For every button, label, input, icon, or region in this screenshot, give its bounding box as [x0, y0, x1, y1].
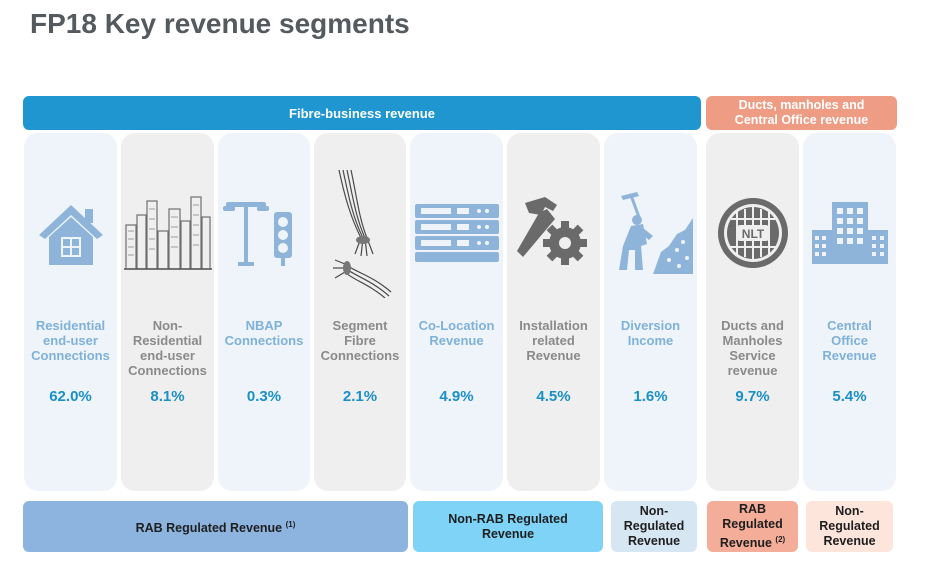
segment-share-value: 8.1%: [150, 388, 185, 405]
segment-label: Residential end-user Connections: [31, 318, 110, 363]
segment-share-value: 5.4%: [832, 388, 867, 405]
digging-worker-icon: [604, 153, 697, 313]
segment-column-central-office: Central Office Revenue 5.4%: [803, 133, 896, 491]
segment-label: Diversion Income: [620, 318, 681, 348]
segment-share-value: 0.3%: [246, 388, 282, 405]
rab-regulated-revenue-box-ducts: RAB Regulated Revenue (2): [707, 501, 798, 552]
non-regulated-revenue-box: Non- Regulated Revenue: [611, 501, 697, 552]
fibre-business-banner: Fibre-business revenue: [23, 96, 701, 130]
hammer-gear-icon: [507, 153, 600, 313]
segment-share-value: 4.9%: [439, 388, 474, 405]
server-rack-icon: [410, 153, 503, 313]
house-icon: [24, 153, 117, 313]
segment-column-ducts-manholes: NLT Ducts and Manholes Service revenue 9.7%: [706, 133, 799, 491]
segment-share-value: 4.5%: [536, 388, 571, 405]
page-title: FP18 Key revenue segments: [30, 8, 410, 39]
segment-column-installation: Installation related Revenue 4.5%: [507, 133, 600, 491]
fibre-business-banner-label: Fibre-business revenue: [289, 105, 435, 121]
segment-label: Non- Residential end-user Connections: [128, 318, 207, 378]
city-skyline-icon: [121, 153, 214, 313]
ducts-central-office-banner: Ducts, manholes and Central Office reven…: [706, 96, 897, 130]
segment-column-nbap: NBAP Connections 0.3%: [218, 133, 310, 491]
segment-label: Ducts and Manholes Service revenue: [721, 318, 784, 378]
segment-label: Segment Fibre Connections: [320, 318, 400, 363]
non-rab-regulated-revenue-box: Non-RAB Regulated Revenue: [413, 501, 603, 552]
non-regulated-revenue-box-central-office: Non- Regulated Revenue: [806, 501, 893, 552]
segment-column-non-residential: Non- Residential end-user Connections 8.1%: [121, 133, 214, 491]
segment-label: Central Office Revenue: [822, 318, 877, 363]
ducts-banner-line2: Central Office revenue: [734, 113, 869, 127]
manhole-cover-icon: NLT: [706, 153, 799, 313]
segment-label: Co-Location Revenue: [418, 318, 495, 348]
segment-label: NBAP Connections: [224, 318, 304, 348]
segment-column-diversion: Diversion Income 1.6%: [604, 133, 697, 491]
streetlight-traffic-light-icon: [218, 153, 310, 313]
ducts-banner-line1: Ducts, manholes and: [738, 98, 865, 112]
segment-share-value: 1.6%: [633, 388, 668, 405]
segment-share-value: 62.0%: [49, 388, 92, 405]
segment-share-value: 2.1%: [342, 388, 378, 405]
segment-column-segment-fibre: Segment Fibre Connections 2.1%: [314, 133, 406, 491]
segment-share-value: 9.7%: [735, 388, 770, 405]
segment-column-co-location: Co-Location Revenue 4.9%: [410, 133, 503, 491]
segment-label: Installation related Revenue: [519, 318, 588, 363]
rab-regulated-revenue-box: RAB Regulated Revenue (1): [23, 501, 408, 552]
fibre-cable-icon: [314, 153, 406, 313]
manhole-cover-text: NLT: [741, 227, 764, 241]
office-building-icon: [803, 153, 896, 313]
segment-column-residential: Residential end-user Connections 62.0%: [24, 133, 117, 491]
